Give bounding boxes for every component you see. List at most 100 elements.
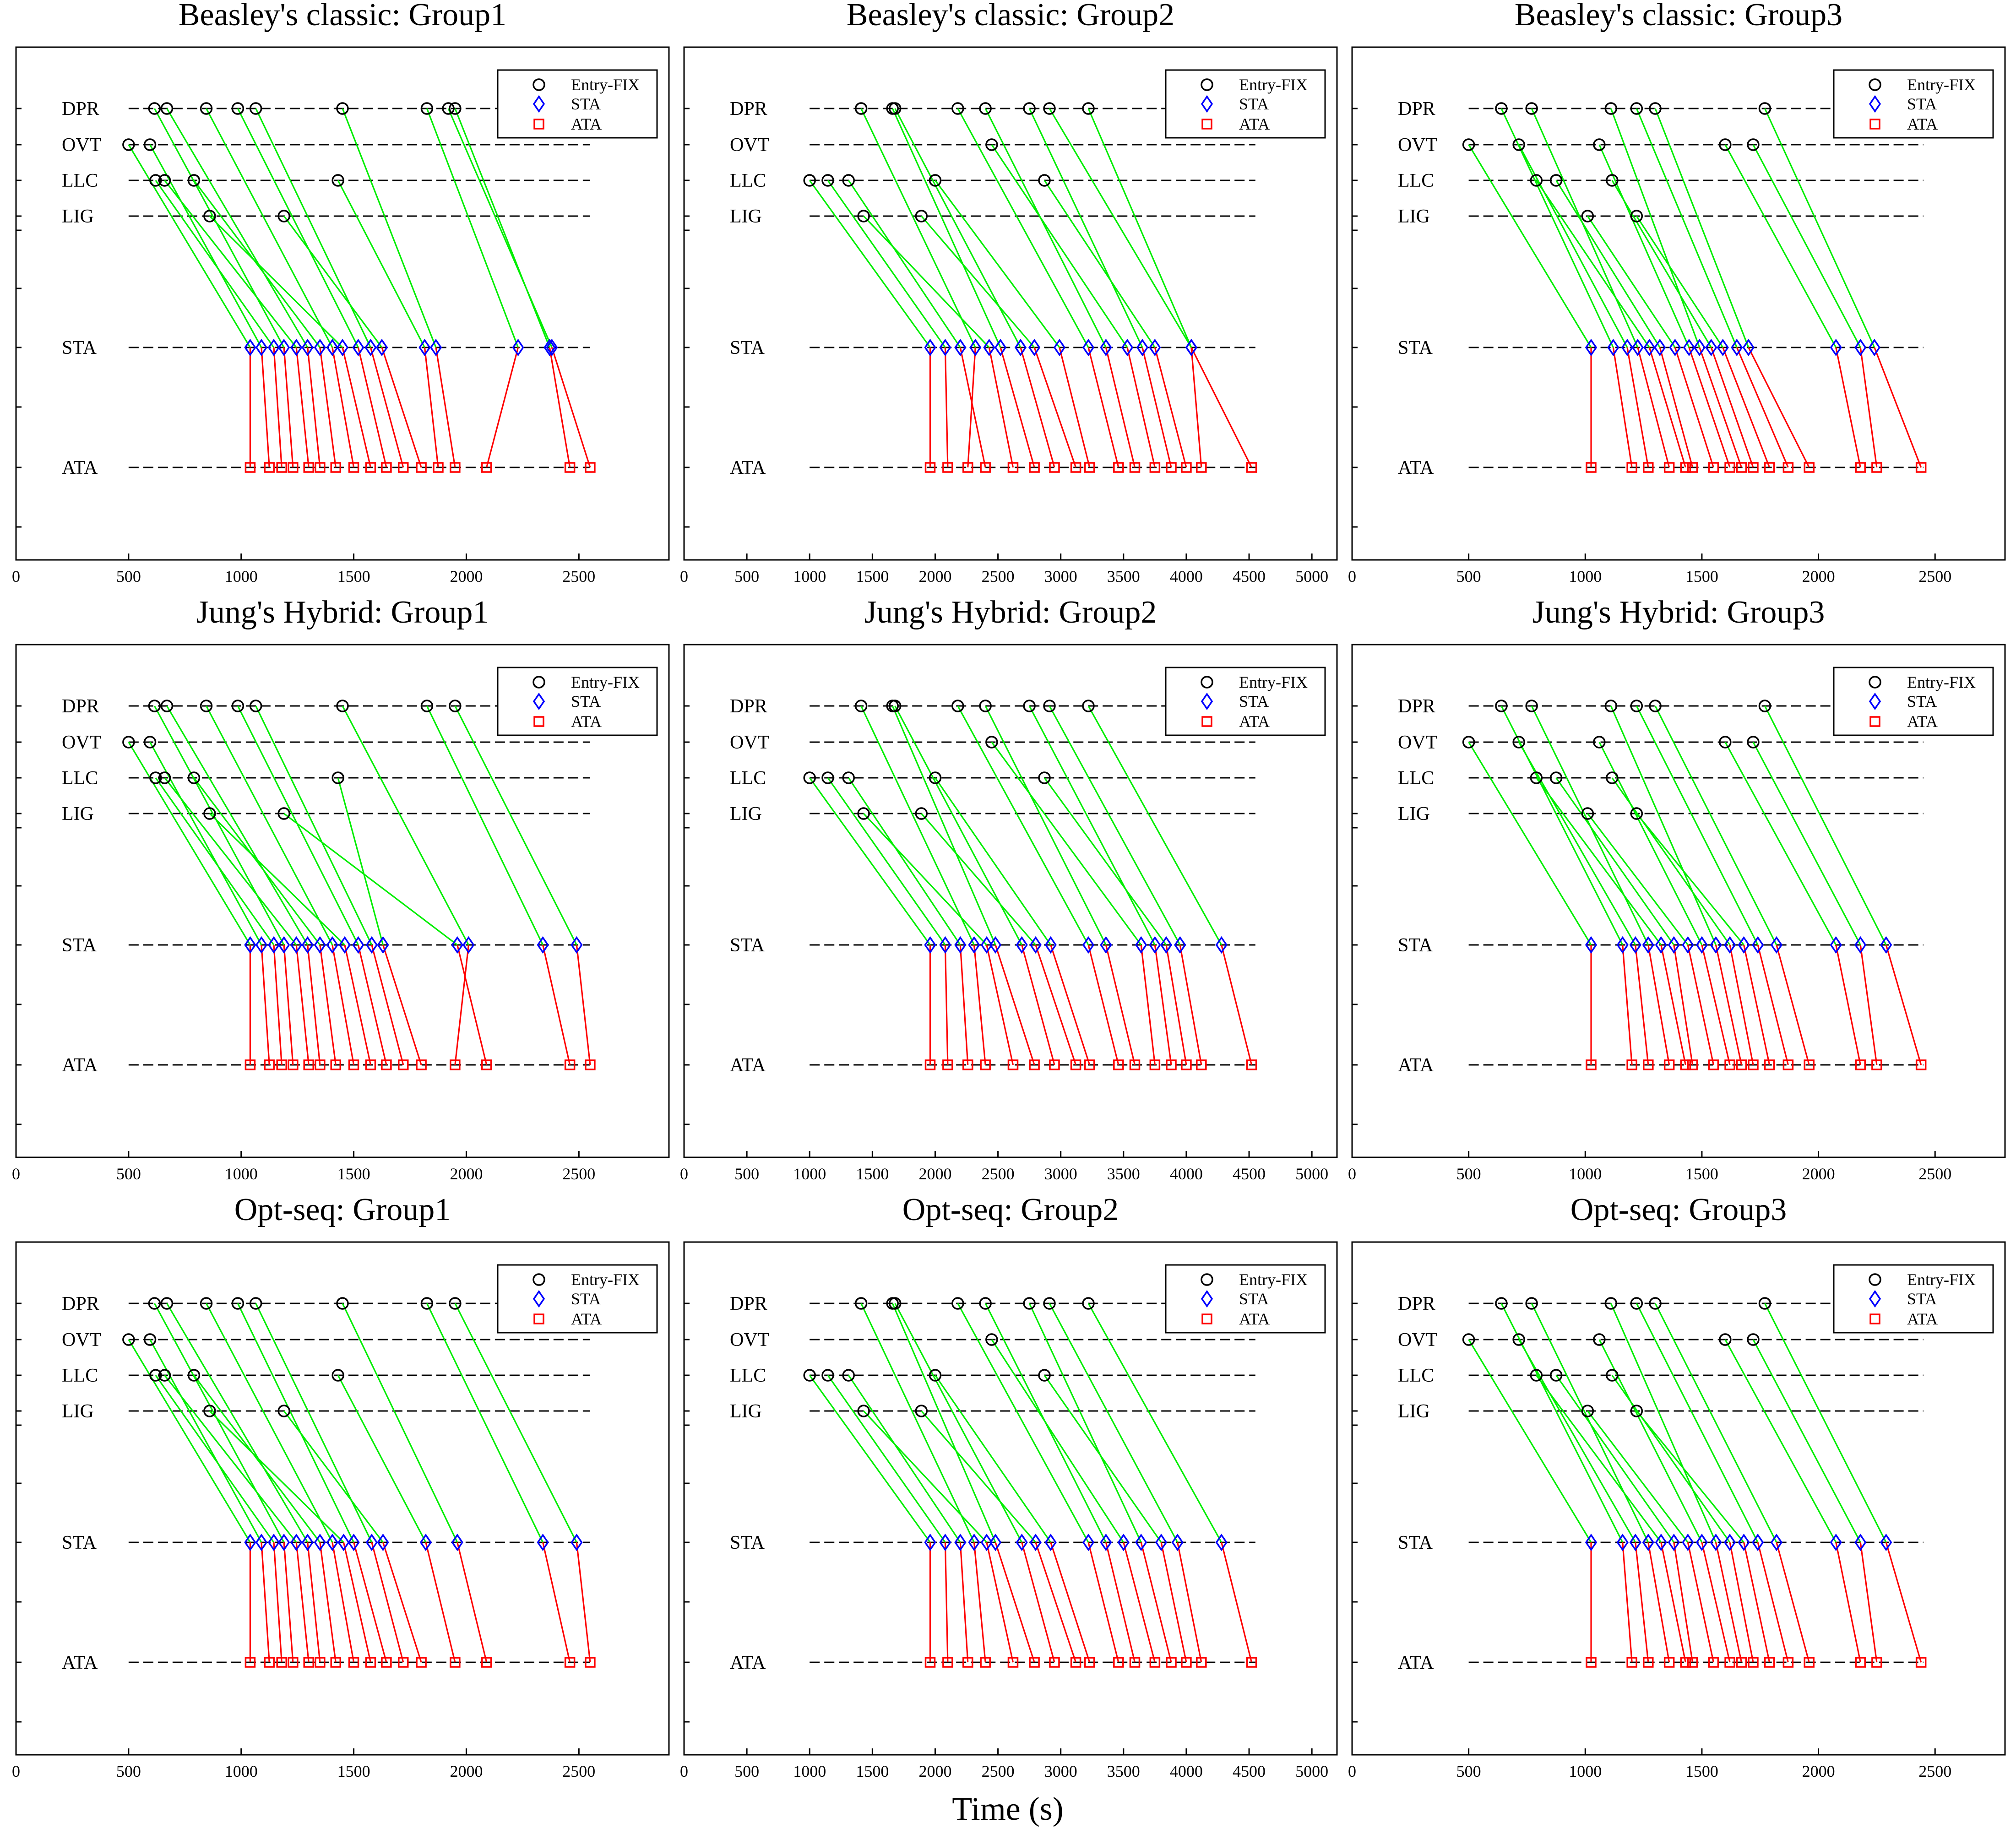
ata-marker bbox=[1782, 1059, 1794, 1070]
sta-to-ata-line bbox=[1660, 1542, 1686, 1663]
entry-fix-marker bbox=[203, 807, 216, 820]
sta-marker bbox=[267, 936, 280, 954]
entry-to-sta-line bbox=[1536, 180, 1650, 348]
sta-to-ata-line bbox=[1701, 1542, 1731, 1663]
entry-fix-marker bbox=[1549, 1369, 1563, 1382]
chart-panel: Beasley's classic: Group1 0 500 1000 1500 200… bbox=[12, 0, 670, 586]
sta-marker bbox=[1654, 338, 1666, 357]
entry-fix-marker bbox=[888, 1297, 902, 1310]
legend-box bbox=[1165, 1264, 1326, 1334]
ata-marker bbox=[1181, 462, 1192, 473]
legend-sta-icon bbox=[533, 95, 545, 113]
entry-to-sta-line bbox=[1598, 1339, 1703, 1543]
entry-fix-marker bbox=[1630, 210, 1643, 222]
sta-to-ata-line bbox=[1715, 1542, 1743, 1663]
legend-entry-fix-icon bbox=[1869, 78, 1881, 91]
entry-fix-marker bbox=[158, 174, 171, 187]
entry-fix-marker bbox=[143, 736, 157, 749]
sta-marker bbox=[1016, 936, 1028, 954]
sta-to-ata-line bbox=[331, 944, 355, 1065]
sta-to-ata-line bbox=[1859, 1542, 1878, 1663]
row-label-dpr: DPR bbox=[62, 1293, 99, 1314]
ata-marker bbox=[276, 1059, 287, 1070]
ata-marker bbox=[1708, 1657, 1719, 1668]
legend-sta-icon bbox=[1869, 1290, 1881, 1308]
sta-marker bbox=[290, 338, 303, 357]
ata-marker bbox=[1626, 1059, 1637, 1070]
sta-marker bbox=[968, 1533, 980, 1552]
entry-to-sta-line bbox=[1636, 108, 1738, 348]
entry-fix-marker bbox=[1082, 700, 1095, 712]
entry-to-sta-line bbox=[1752, 144, 1861, 348]
sta-marker bbox=[1016, 1533, 1028, 1552]
sta-to-ata-line bbox=[307, 944, 321, 1065]
entry-to-sta-line bbox=[1610, 108, 1701, 348]
entry-to-sta-line bbox=[891, 108, 1001, 348]
sta-to-ata-line bbox=[307, 1542, 321, 1663]
entry-fix-marker bbox=[277, 210, 290, 222]
sta-to-ata-line bbox=[1020, 347, 1055, 468]
entry-to-sta-line bbox=[991, 1339, 1125, 1543]
legend-ata-icon bbox=[1201, 1313, 1212, 1324]
ata-marker bbox=[330, 1657, 341, 1668]
entry-to-sta-line bbox=[863, 1410, 988, 1543]
entry-to-sta-line bbox=[809, 777, 931, 945]
sta-marker bbox=[1655, 1533, 1667, 1552]
legend-label-ata: ATA bbox=[1907, 1310, 1938, 1328]
x-tick-label: 1000 bbox=[225, 1165, 258, 1183]
legend-label-ata: ATA bbox=[571, 712, 602, 731]
sta-marker bbox=[1631, 338, 1644, 357]
sta-marker bbox=[1642, 936, 1654, 954]
entry-fix-marker bbox=[803, 174, 816, 187]
entry-to-sta-line bbox=[155, 180, 275, 348]
sta-to-ata-line bbox=[1626, 347, 1649, 468]
legend-label-ata: ATA bbox=[1907, 712, 1938, 731]
panel-title: Jung's Hybrid: Group3 bbox=[1532, 595, 1825, 630]
ata-marker bbox=[1049, 1657, 1060, 1668]
row-label-llc: LLC bbox=[1398, 1365, 1434, 1386]
panel-title: Jung's Hybrid: Group2 bbox=[864, 595, 1157, 630]
sta-marker bbox=[1121, 338, 1134, 357]
ata-marker bbox=[1166, 1059, 1177, 1070]
entry-fix-marker bbox=[1581, 1405, 1594, 1417]
ata-marker bbox=[330, 462, 341, 473]
sta-to-ata-line bbox=[944, 944, 949, 1065]
entry-to-sta-line bbox=[454, 1303, 577, 1543]
sta-to-ata-line bbox=[295, 944, 310, 1065]
entry-fix-marker bbox=[1512, 138, 1525, 151]
legend-label-entry-fix: Entry-FIX bbox=[571, 673, 640, 691]
sta-marker bbox=[244, 936, 256, 954]
chart-panel: Jung's Hybrid: Group1 0 500 1000 1500 2000 250… bbox=[12, 595, 670, 1183]
sta-to-ata-line bbox=[1736, 347, 1789, 468]
sta-marker bbox=[301, 1533, 314, 1552]
entry-fix-marker bbox=[888, 102, 902, 115]
sta-to-ata-line bbox=[381, 347, 422, 468]
row-label-sta: STA bbox=[730, 337, 765, 358]
entry-fix-marker bbox=[148, 102, 161, 115]
sta-to-ata-line bbox=[1715, 944, 1743, 1065]
legend-label-sta: STA bbox=[1907, 95, 1937, 113]
sta-marker bbox=[1693, 338, 1706, 357]
entry-fix-marker bbox=[857, 807, 870, 820]
ata-marker bbox=[1736, 1059, 1747, 1070]
entry-to-sta-line bbox=[193, 1375, 321, 1543]
ata-marker bbox=[1049, 462, 1060, 473]
sta-to-ata-line bbox=[319, 347, 337, 468]
legend-ata-icon bbox=[1869, 119, 1880, 130]
ata-marker bbox=[1804, 1657, 1815, 1668]
entry-fix-marker bbox=[148, 700, 161, 712]
entry-fix-marker bbox=[1758, 700, 1771, 712]
sta-to-ata-line bbox=[1105, 347, 1136, 468]
row-label-llc: LLC bbox=[730, 1365, 766, 1386]
sta-marker bbox=[1830, 338, 1842, 357]
entry-fix-marker bbox=[821, 771, 834, 784]
sta-to-ata-line bbox=[1776, 944, 1810, 1065]
x-tick-label: 1000 bbox=[1569, 1165, 1602, 1183]
ata-marker bbox=[450, 1657, 461, 1668]
ata-marker bbox=[1687, 1657, 1698, 1668]
ata-marker bbox=[980, 462, 991, 473]
sta-to-ata-line bbox=[382, 1542, 422, 1663]
sta-marker bbox=[980, 1533, 993, 1552]
